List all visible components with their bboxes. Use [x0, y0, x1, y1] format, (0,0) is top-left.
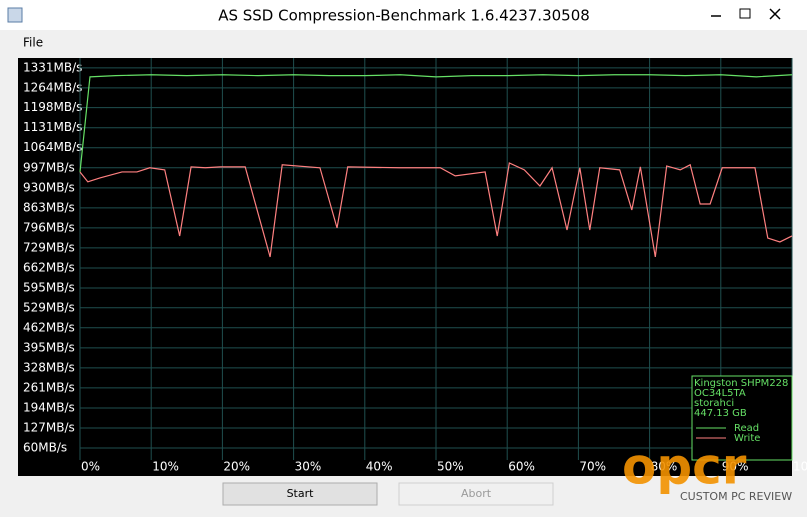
- y-tick-label: 529MB/s: [23, 300, 75, 314]
- y-tick-label: 60MB/s: [23, 441, 67, 455]
- watermark-logo: opcr: [622, 438, 747, 496]
- x-tick-label: 100%: [793, 460, 807, 474]
- title-bar: [0, 0, 807, 30]
- series-line: [79, 74, 793, 173]
- x-tick-label: 10%: [152, 460, 179, 474]
- y-tick-label: 194MB/s: [23, 400, 75, 414]
- y-tick-label: 796MB/s: [23, 220, 75, 234]
- series-line: [79, 162, 793, 258]
- y-tick-label: 1131MB/s: [23, 120, 82, 134]
- y-tick-label: 997MB/s: [23, 160, 75, 174]
- window-title: AS SSD Compression-Benchmark 1.6.4237.30…: [218, 7, 590, 25]
- legend-label: Write: [734, 433, 760, 444]
- y-tick-label: 328MB/s: [23, 360, 75, 374]
- y-tick-label: 930MB/s: [23, 180, 75, 194]
- y-tick-label: 1198MB/s: [23, 100, 82, 114]
- x-tick-label: 80%: [651, 460, 678, 474]
- start-button[interactable]: [222, 482, 378, 506]
- legend-info: OC34L5TA: [694, 388, 746, 399]
- x-tick-label: 30%: [295, 460, 322, 474]
- x-tick-label: 40%: [366, 460, 393, 474]
- y-tick-label: 1064MB/s: [23, 140, 82, 154]
- x-tick-label: 0%: [81, 460, 100, 474]
- legend-info: 447.13 GB: [694, 408, 747, 419]
- x-tick-label: 20%: [223, 460, 250, 474]
- y-tick-label: 863MB/s: [23, 200, 75, 214]
- y-tick-label: 261MB/s: [23, 380, 75, 394]
- abort-label[interactable]: Abort: [461, 487, 492, 500]
- legend-info: storahci: [694, 398, 734, 409]
- y-tick-label: 462MB/s: [23, 320, 75, 334]
- legend-label: Read: [734, 423, 759, 434]
- y-tick-label: 1331MB/s: [23, 60, 82, 74]
- legend-box: [691, 375, 793, 461]
- close-button[interactable]: [769, 8, 781, 20]
- y-tick-label: 127MB/s: [23, 420, 75, 434]
- y-tick-label: 395MB/s: [23, 340, 75, 354]
- app-icon: [7, 7, 23, 23]
- x-tick-label: 60%: [508, 460, 535, 474]
- y-tick-label: 662MB/s: [23, 260, 75, 274]
- x-tick-label: 90%: [722, 460, 749, 474]
- x-tick-label: 70%: [579, 460, 606, 474]
- watermark-tagline: CUSTOM PC REVIEW: [680, 490, 792, 503]
- legend-info: Kingston SHPM228: [694, 378, 788, 389]
- start-label[interactable]: Start: [287, 487, 315, 500]
- y-tick-label: 595MB/s: [23, 281, 75, 295]
- maximize-button[interactable]: [739, 8, 751, 19]
- x-tick-label: 50%: [437, 460, 464, 474]
- chart-background: [18, 58, 792, 476]
- menu-file[interactable]: File: [23, 36, 43, 50]
- abort-button[interactable]: [398, 482, 554, 506]
- y-tick-label: 1264MB/s: [23, 80, 82, 94]
- y-tick-label: 729MB/s: [23, 240, 75, 254]
